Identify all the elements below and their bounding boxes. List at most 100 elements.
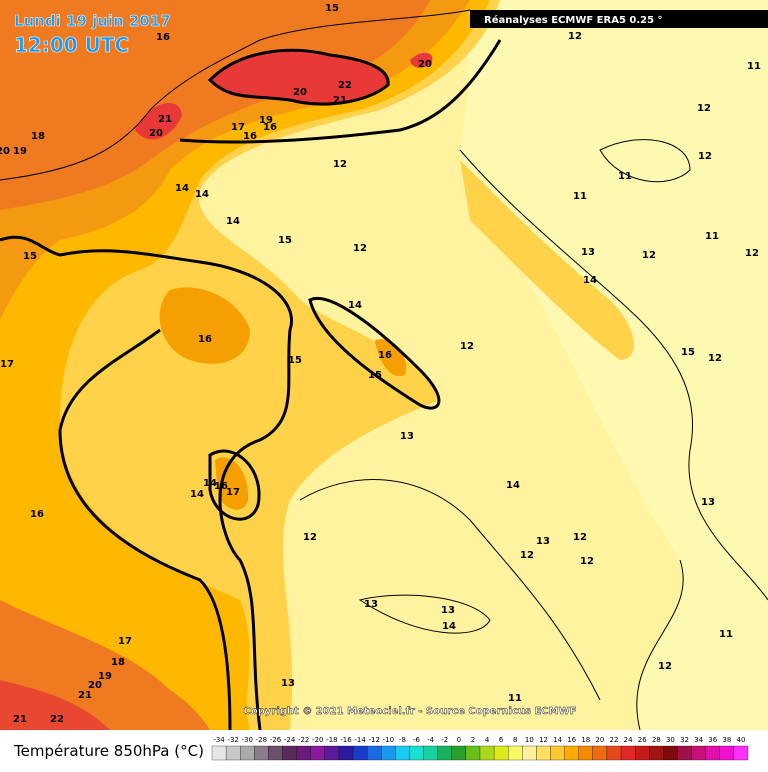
scale-cell (310, 745, 325, 761)
field (0, 0, 768, 730)
scale-cell (324, 745, 340, 761)
date: Lundi 19 juin 2017 (14, 12, 171, 30)
contour-label: 18 (111, 657, 125, 668)
contour-label: 20 (418, 59, 432, 70)
scale-label: -32 (227, 736, 238, 744)
contour-label: 16 (263, 122, 277, 133)
contour-label: 13 (364, 599, 378, 610)
scale-label: 36 (708, 736, 717, 744)
source-box (470, 10, 768, 28)
contour-label: 13 (701, 497, 715, 508)
contour-label: 12 (303, 532, 317, 543)
contour-label: 11 (705, 231, 719, 242)
contour-label: 15 (23, 251, 37, 262)
scale-label: 10 (525, 736, 534, 744)
scale-label: 32 (680, 736, 689, 744)
scale-label: 6 (499, 736, 504, 744)
scale-cell (635, 745, 650, 761)
scale-label: 16 (567, 736, 576, 744)
contour-label: 15 (368, 370, 382, 381)
contour-label: 14 (442, 621, 456, 632)
time: 12:00 UTC (14, 33, 129, 57)
contour-label: 12 (573, 532, 587, 543)
scale-cell (522, 745, 537, 761)
scale-label: -16 (340, 736, 352, 744)
contour-label: 20 (293, 87, 307, 98)
scale-cell (465, 745, 481, 761)
contour-label: 17 (0, 359, 14, 370)
scale-label: 0 (457, 736, 461, 744)
scale-label: 8 (513, 736, 517, 744)
scale-label: -20 (312, 736, 323, 744)
scale-cell (536, 745, 551, 761)
contour-label: 21 (13, 714, 27, 725)
contour-label: 15 (325, 3, 339, 14)
scale-cell (592, 745, 608, 761)
scale-label: 12 (539, 736, 548, 744)
contour-label: 21 (333, 95, 347, 106)
scale-label: 40 (736, 736, 745, 744)
contour-label: 19 (98, 671, 112, 682)
contour-label: 15 (288, 355, 302, 366)
scale-label: 14 (553, 736, 562, 744)
contour-label: 22 (50, 714, 64, 725)
source: Réanalyses ECMWF ERA5 0.25 ° (484, 14, 663, 26)
scale-label: 30 (666, 736, 675, 744)
contour-label: 16 (198, 334, 212, 345)
contour-label: 12 (642, 250, 656, 261)
scale-label: -22 (298, 736, 309, 744)
scale-cell (225, 745, 241, 761)
scale-label: 4 (485, 736, 490, 744)
scale-cell (620, 745, 636, 761)
contour-label: 13 (581, 247, 595, 258)
contour-label: 17 (231, 122, 245, 133)
scale-label: -6 (413, 736, 421, 744)
field-region (440, 0, 768, 730)
scale-cell (437, 745, 452, 761)
scale-label: -18 (326, 736, 337, 744)
scale-cell (451, 745, 467, 761)
field-region (159, 287, 250, 364)
contour-label: 12 (580, 556, 594, 567)
field-region (0, 680, 110, 730)
contour-label: 11 (508, 693, 522, 704)
scale-cell (282, 745, 297, 761)
contour-label: 17 (118, 636, 132, 647)
contour-label: 13 (441, 605, 455, 616)
contour-label: 17 (226, 487, 240, 498)
contour-label: 13 (400, 431, 414, 442)
contour-label: 14 (175, 183, 189, 194)
contour-label: 14 (506, 480, 520, 491)
scale-label: -10 (383, 736, 394, 744)
field-region (215, 457, 249, 510)
contour-label: 16 (156, 32, 170, 43)
scale-label: -24 (284, 736, 296, 744)
contour-label: 13 (281, 678, 295, 689)
contour-label: 18 (31, 131, 45, 142)
scale-label: 34 (694, 736, 703, 744)
contour-line (0, 9, 471, 181)
contour-label: 11 (719, 629, 733, 640)
scale-cell (409, 745, 424, 761)
contour-label: 14 (195, 189, 209, 200)
scale-cell (564, 745, 579, 761)
contours (0, 9, 768, 731)
scale-label: 28 (652, 736, 661, 744)
scale-cell (479, 745, 495, 761)
contour-label: 12 (460, 341, 474, 352)
scale-cell (423, 745, 438, 761)
contour-label: 14 (203, 478, 217, 489)
contour-label: 12 (745, 248, 759, 259)
contour-line (0, 235, 293, 731)
contour-label: 14 (226, 216, 240, 227)
contour-label: 22 (338, 80, 352, 91)
contour-line (459, 149, 768, 601)
scale-cell (705, 745, 720, 761)
scale-label: -4 (427, 736, 435, 744)
contour-label: 14 (348, 300, 362, 311)
contour-line (58, 429, 232, 731)
scale-label: 26 (638, 736, 647, 744)
contour-label: 15 (681, 347, 695, 358)
scale-label: -14 (354, 736, 366, 744)
